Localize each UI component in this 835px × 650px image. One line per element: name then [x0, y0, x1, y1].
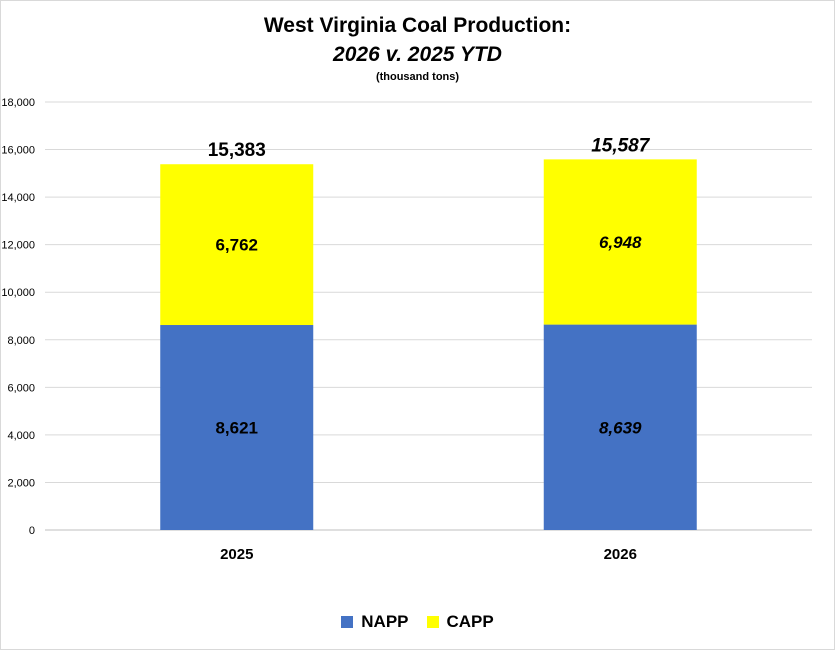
bar-napp-2026	[543, 324, 697, 530]
chart-subtitle: 2026 v. 2025 YTD	[333, 43, 502, 66]
y-tick-label: 10,000	[1, 287, 35, 299]
y-tick-label: 4,000	[7, 430, 35, 442]
legend: NAPP CAPP	[0, 612, 835, 632]
y-tick-label: 18,000	[1, 97, 35, 109]
y-tick-label: 2,000	[7, 477, 35, 489]
legend-label-napp: NAPP	[361, 612, 409, 631]
legend-item-napp: NAPP	[341, 612, 409, 632]
x-tick-label: 2026	[604, 546, 637, 563]
legend-item-capp: CAPP	[426, 612, 494, 632]
total-label: 15,587	[591, 135, 651, 156]
data-label: 8,621	[215, 419, 258, 438]
chart-units: (thousand tons)	[375, 71, 460, 83]
bar-capp-2026	[543, 159, 697, 325]
legend-swatch-napp	[341, 616, 354, 628]
data-label: 8,639	[599, 418, 642, 437]
data-label: 6,948	[599, 233, 642, 252]
bar-napp-2025	[160, 325, 314, 530]
bar-capp-2025	[160, 164, 314, 326]
legend-swatch-capp	[426, 616, 439, 628]
data-label: 6,762	[215, 236, 258, 255]
chart-title: West Virginia Coal Production:	[263, 14, 572, 37]
y-tick-label: 16,000	[1, 145, 35, 157]
total-label: 15,383	[208, 140, 266, 161]
y-tick-label: 0	[29, 525, 35, 537]
legend-label-capp: CAPP	[446, 612, 494, 631]
y-tick-label: 14,000	[1, 192, 35, 204]
y-tick-label: 6,000	[7, 382, 35, 394]
y-tick-label: 8,000	[7, 335, 35, 347]
y-tick-label: 12,000	[1, 240, 35, 252]
x-tick-label: 2025	[220, 546, 253, 563]
